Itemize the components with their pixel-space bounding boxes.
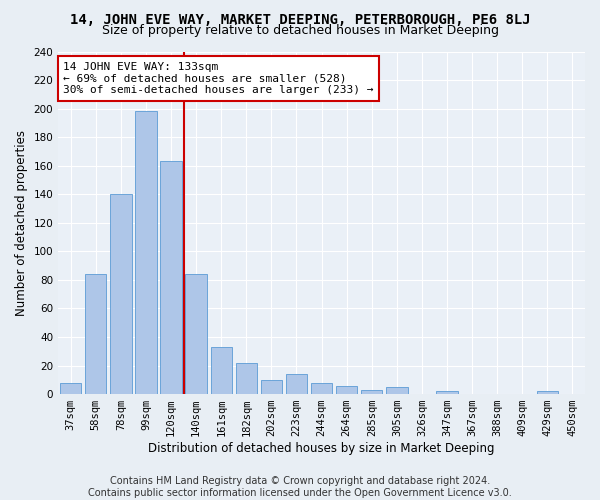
Bar: [361, 390, 382, 394]
Bar: [336, 386, 358, 394]
Text: 14, JOHN EVE WAY, MARKET DEEPING, PETERBOROUGH, PE6 8LJ: 14, JOHN EVE WAY, MARKET DEEPING, PETERB…: [70, 12, 530, 26]
Bar: [261, 380, 282, 394]
Bar: [110, 194, 131, 394]
Text: Contains HM Land Registry data © Crown copyright and database right 2024.
Contai: Contains HM Land Registry data © Crown c…: [88, 476, 512, 498]
Bar: [185, 274, 207, 394]
Bar: [386, 387, 407, 394]
Bar: [537, 391, 558, 394]
Bar: [236, 362, 257, 394]
Bar: [286, 374, 307, 394]
X-axis label: Distribution of detached houses by size in Market Deeping: Distribution of detached houses by size …: [148, 442, 495, 455]
Y-axis label: Number of detached properties: Number of detached properties: [15, 130, 28, 316]
Bar: [136, 112, 157, 394]
Text: 14 JOHN EVE WAY: 133sqm
← 69% of detached houses are smaller (528)
30% of semi-d: 14 JOHN EVE WAY: 133sqm ← 69% of detache…: [64, 62, 374, 95]
Bar: [211, 347, 232, 394]
Bar: [60, 382, 82, 394]
Bar: [311, 382, 332, 394]
Bar: [436, 391, 458, 394]
Text: Size of property relative to detached houses in Market Deeping: Size of property relative to detached ho…: [101, 24, 499, 37]
Bar: [85, 274, 106, 394]
Bar: [160, 162, 182, 394]
